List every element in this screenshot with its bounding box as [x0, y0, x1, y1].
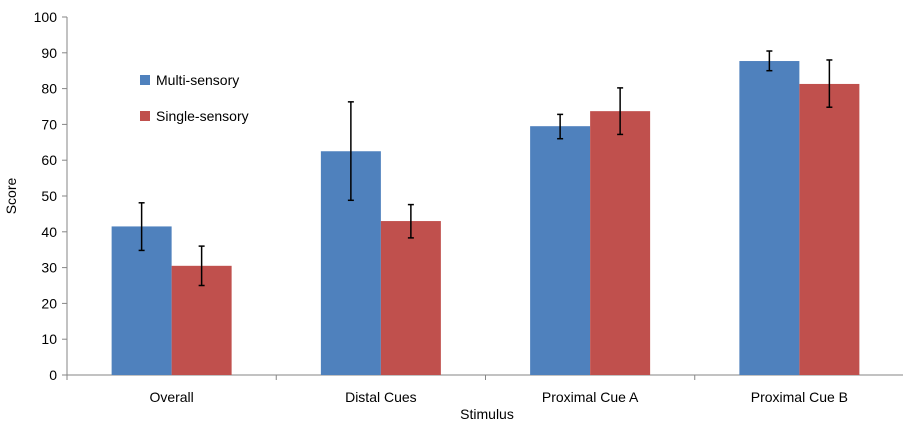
error-bars	[138, 50, 833, 287]
bar-single-sensory	[380, 221, 441, 375]
y-axis-title: Score	[3, 178, 19, 215]
bar-multi-sensory	[111, 226, 172, 375]
x-tick-label: Overall	[149, 389, 193, 405]
y-tick-label: 0	[49, 367, 57, 383]
legend-swatch-multi-sensory	[140, 75, 150, 85]
legend-label-single-sensory: Single-sensory	[156, 108, 249, 124]
y-tick-label: 10	[41, 331, 57, 347]
y-tick-label: 80	[41, 81, 57, 97]
y-tick-label: 60	[41, 152, 57, 168]
bar-multi-sensory	[530, 126, 591, 375]
y-tick-label: 30	[41, 260, 57, 276]
bar-multi-sensory	[739, 61, 800, 376]
y-tick-label: 90	[41, 45, 57, 61]
legend-label-multi-sensory: Multi-sensory	[156, 72, 239, 88]
x-axis-title: Stimulus	[460, 406, 514, 421]
x-tick-label: Proximal Cue B	[751, 389, 848, 405]
y-tick-label: 100	[34, 9, 58, 25]
x-tick-label: Proximal Cue A	[542, 389, 639, 405]
y-tick-label: 40	[41, 224, 57, 240]
legend-swatch-single-sensory	[140, 111, 150, 121]
legend: Multi-sensory Single-sensory	[140, 72, 249, 124]
y-tick-label: 70	[41, 116, 57, 132]
x-tick-label: Distal Cues	[345, 389, 417, 405]
bar-single-sensory	[799, 83, 860, 376]
axes: 0 10 20 30 40 50 60 70 80 90 100 Overall Distal Cues…	[34, 9, 903, 405]
y-tick-label: 20	[41, 295, 57, 311]
bar-single-sensory	[590, 111, 651, 376]
y-tick-label: 50	[41, 188, 57, 204]
